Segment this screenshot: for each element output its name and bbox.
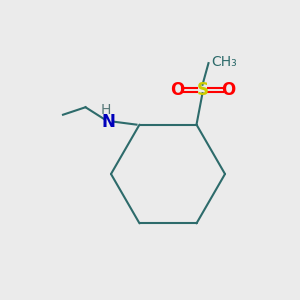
Text: S: S xyxy=(196,81,208,99)
Text: N: N xyxy=(101,112,115,130)
Text: O: O xyxy=(221,81,235,99)
Text: O: O xyxy=(170,81,184,99)
Text: CH₃: CH₃ xyxy=(212,55,237,69)
Text: H: H xyxy=(100,103,111,117)
